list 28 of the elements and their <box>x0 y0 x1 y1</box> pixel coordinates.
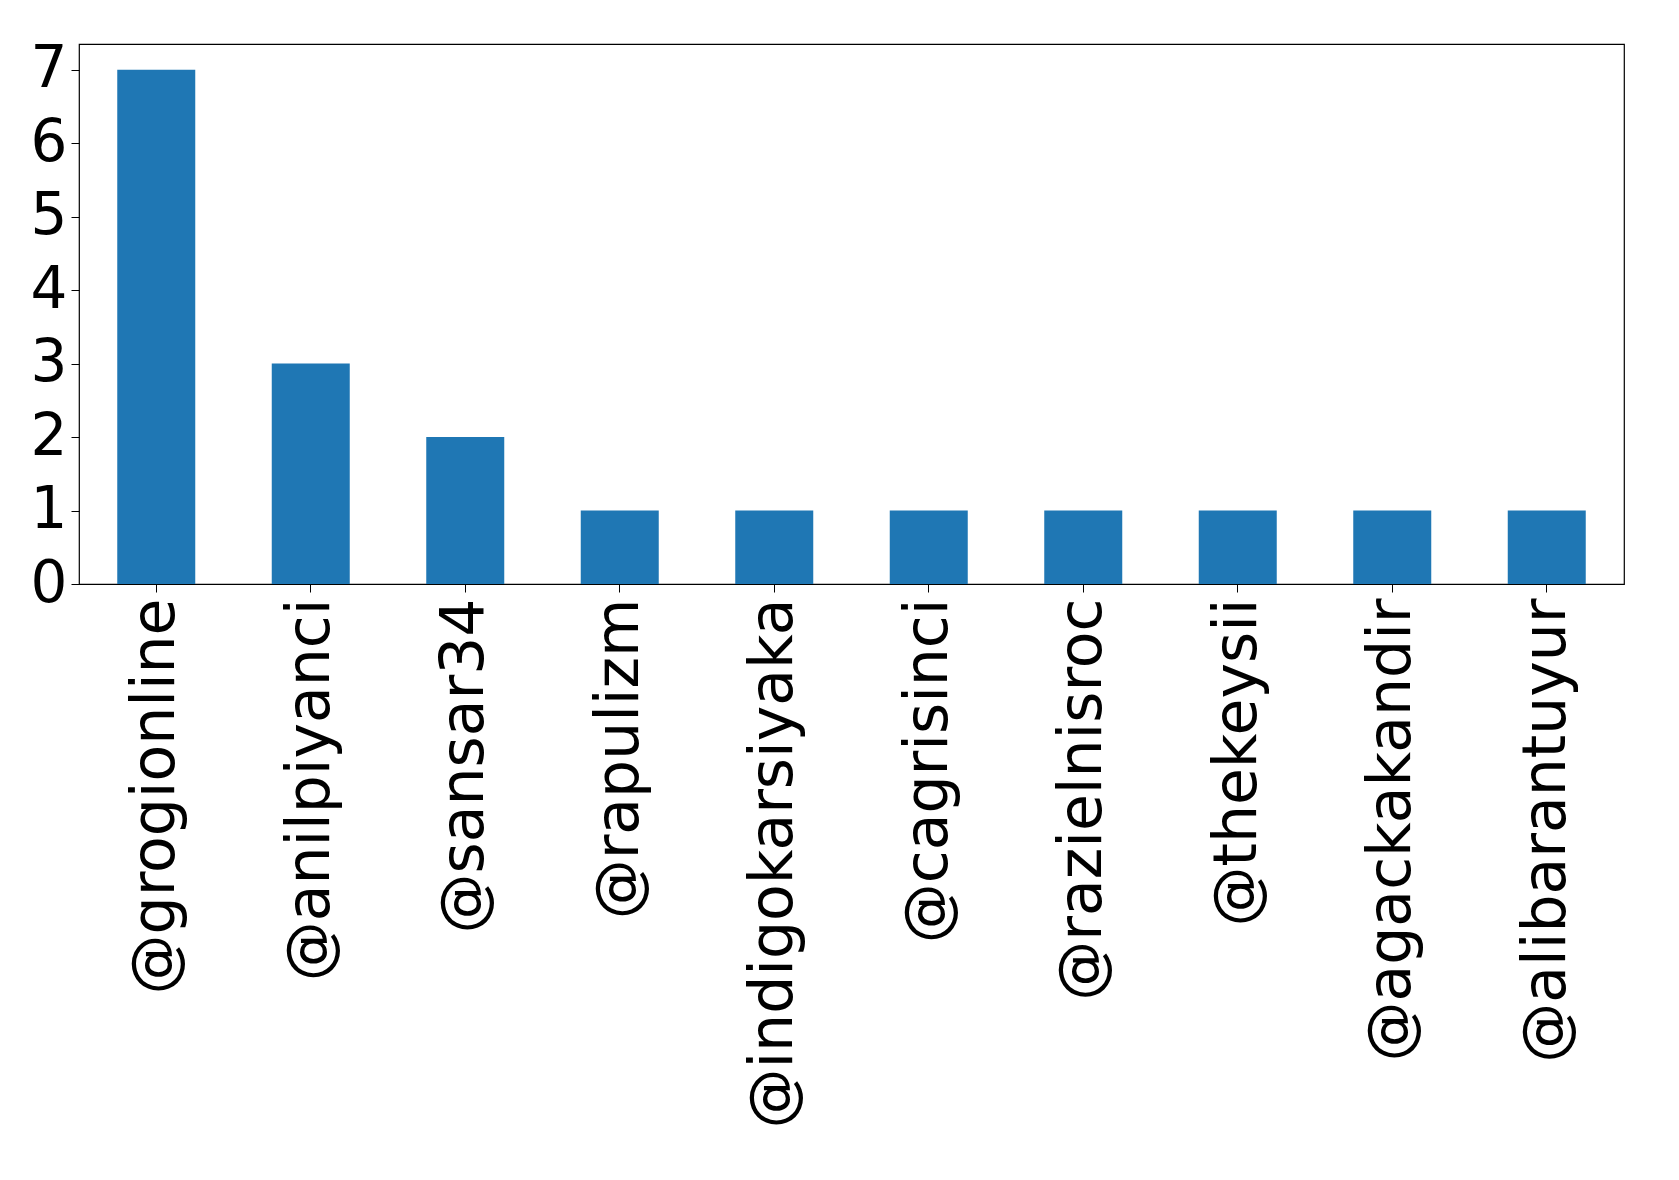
x-tick-label: @agackakandir <box>1354 598 1425 1062</box>
x-tick-label: @anilpiyanci <box>272 598 343 982</box>
x-tick-label: @rapulizm <box>581 598 652 920</box>
x-tick-label: @indigokarsiyaka <box>736 598 807 1129</box>
x-tick-label: @grogionline <box>118 598 189 995</box>
y-tick-label: 1 <box>30 474 68 543</box>
bar <box>1507 510 1586 584</box>
y-tick-label: 6 <box>30 106 68 175</box>
bar <box>271 363 350 584</box>
y-tick-label: 0 <box>30 547 68 616</box>
y-tick-label: 7 <box>30 33 68 102</box>
bar <box>580 510 659 584</box>
x-tick-label: @thekeysii <box>1199 598 1270 927</box>
bar <box>117 69 196 584</box>
y-tick-label: 4 <box>30 253 68 322</box>
y-tick-label: 3 <box>30 327 68 396</box>
bar <box>426 437 505 584</box>
x-tick-label: @cagrisinci <box>890 598 961 944</box>
bar <box>1198 510 1277 584</box>
y-tick-label: 5 <box>30 180 68 249</box>
bar <box>1353 510 1432 584</box>
bar <box>1044 510 1123 584</box>
bar <box>889 510 968 584</box>
x-tick-label: @sansar34 <box>427 598 498 934</box>
x-tick-label: @alibarantuyur <box>1508 598 1579 1063</box>
bar <box>735 510 814 584</box>
x-tick-label: @razielnisroc <box>1045 598 1116 1001</box>
y-tick-label: 2 <box>30 400 68 469</box>
